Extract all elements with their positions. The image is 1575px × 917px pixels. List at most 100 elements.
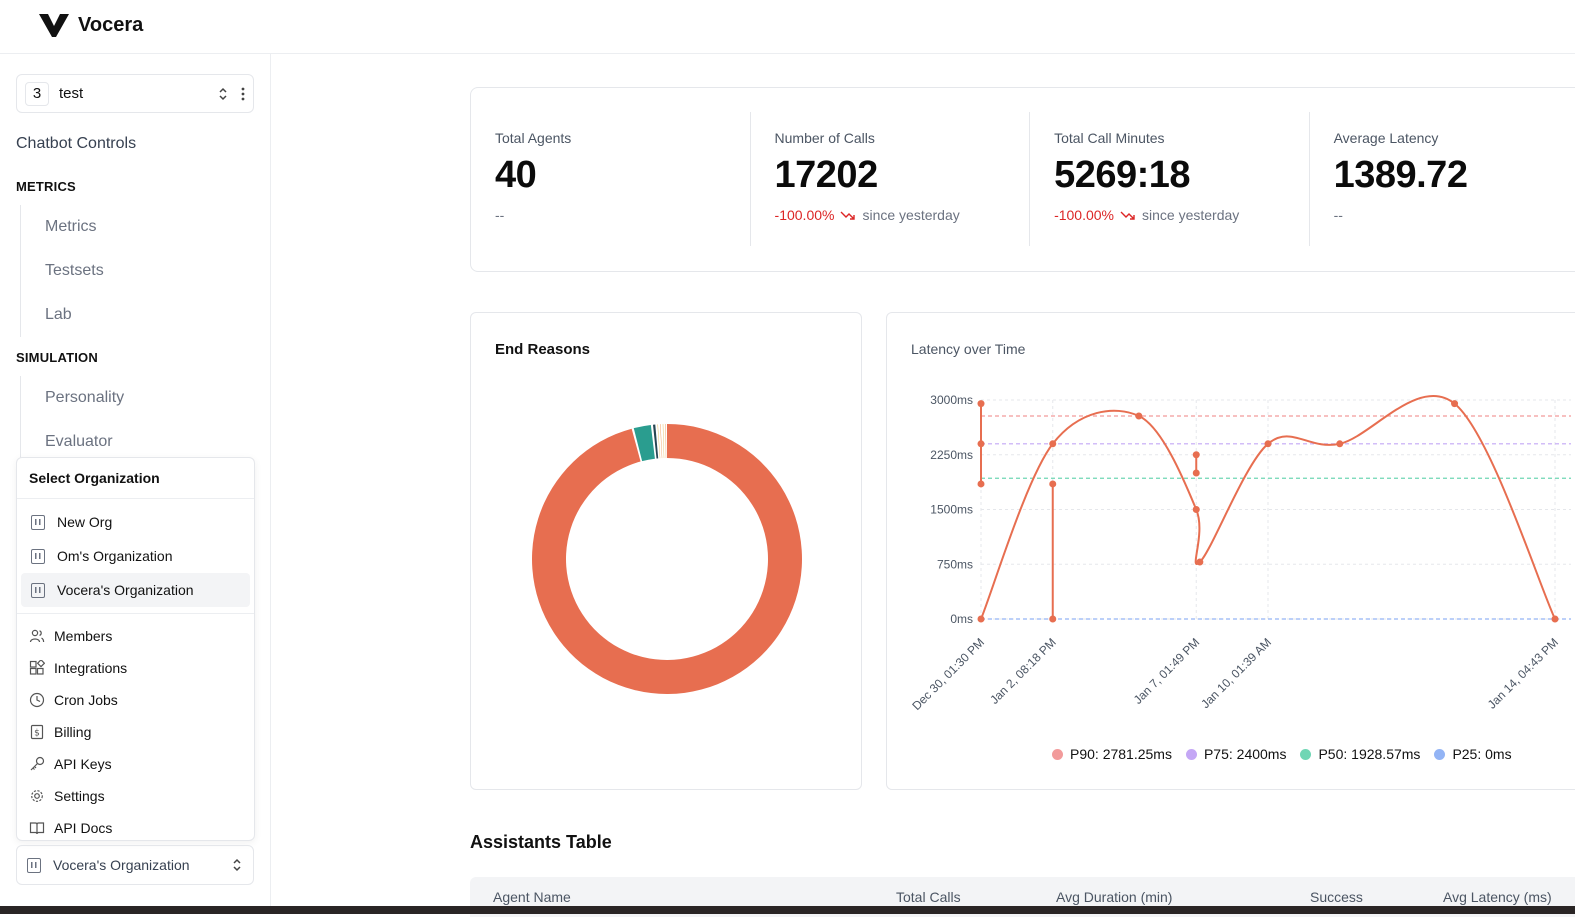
legend-item-p75[interactable]: P75: 2400ms	[1185, 746, 1286, 762]
donut-slice[interactable]	[665, 424, 667, 459]
building-icon	[31, 514, 45, 530]
organization-menu-title: Select Organization	[17, 458, 254, 499]
org-item-label: Vocera's Organization	[57, 582, 194, 598]
logo[interactable]: Vocera	[38, 12, 143, 38]
x-tick-label: Jan 14, 04:43 PM	[1485, 635, 1561, 711]
donut-slice[interactable]	[660, 424, 663, 459]
data-point[interactable]	[1135, 412, 1143, 420]
menu-item-label: Cron Jobs	[54, 692, 118, 708]
menu-item-label: API Keys	[54, 756, 112, 772]
data-point[interactable]	[1049, 615, 1057, 623]
sidebar-item-personality[interactable]: Personality	[45, 389, 125, 406]
latency-line-chart[interactable]: 0ms 750ms 1500ms 2250ms 3000ms Dec 30, 01:30 …	[887, 380, 1575, 720]
menu-item-api-keys[interactable]: API Keys	[21, 748, 250, 780]
stat-label: Total Call Minutes	[1054, 130, 1165, 146]
end-reasons-donut-chart[interactable]	[471, 313, 861, 789]
donut-slice[interactable]	[652, 424, 659, 459]
building-icon	[31, 582, 45, 598]
stat-sub-text: since yesterday	[1142, 207, 1240, 223]
stat-sub: -100.00% since yesterday	[775, 207, 1030, 223]
organization-list: New Org Om's Organization Vocera's Organ…	[17, 499, 254, 614]
donut-slice[interactable]	[662, 424, 665, 459]
menu-item-label: Members	[54, 628, 113, 644]
menu-item-api-docs[interactable]: API Docs	[21, 812, 250, 844]
data-point[interactable]	[977, 440, 985, 448]
sidebar-item-metrics[interactable]: Metrics	[45, 218, 97, 235]
x-tick-label: Jan 7, 01:49 PM	[1131, 635, 1203, 707]
billing-receipt-icon: $	[30, 724, 44, 740]
project-selector[interactable]: 3 test	[16, 74, 254, 113]
chevron-up-down-icon[interactable]	[217, 86, 229, 102]
menu-item-settings[interactable]: Settings	[21, 780, 250, 812]
stat-sub-text: since yesterday	[862, 207, 960, 223]
stat-value: 40	[495, 154, 537, 196]
stat-sub: -100.00% since yesterday	[1054, 207, 1309, 223]
data-point[interactable]	[1196, 558, 1204, 566]
users-icon	[29, 629, 45, 643]
chatbot-controls-link[interactable]: Chatbot Controls	[16, 135, 137, 152]
stat-value: 1389.72	[1333, 154, 1468, 196]
organization-actions: Members Integrations Cron Jobs $ Billing…	[17, 614, 254, 850]
legend-item-p90[interactable]: P90: 2781.25ms	[1052, 746, 1172, 762]
y-tick-label: 3000ms	[930, 393, 973, 407]
simulation-section-heading: SIMULATION	[16, 350, 98, 365]
series-line-latency	[980, 395, 1556, 620]
data-point[interactable]	[1264, 440, 1272, 448]
legend-label: P25: 0ms	[1452, 746, 1512, 762]
organization-selector[interactable]: Vocera's Organization	[16, 845, 254, 885]
sidebar: 3 test Chatbot Controls METRICS Metrics …	[0, 54, 271, 906]
stat-sub-text: --	[495, 207, 505, 223]
menu-item-integrations[interactable]: Integrations	[21, 652, 250, 684]
sidebar-item-testsets[interactable]: Testsets	[45, 262, 104, 279]
data-point[interactable]	[1336, 440, 1344, 448]
column-header-success[interactable]: Success	[1310, 889, 1363, 905]
trending-down-icon	[1120, 211, 1135, 220]
legend-item-p25[interactable]: P25: 0ms	[1434, 746, 1512, 762]
data-point[interactable]	[1192, 506, 1200, 513]
org-item-voceras-organization[interactable]: Vocera's Organization	[21, 573, 250, 607]
latency-legend: P90: 2781.25ms P75: 2400ms P50: 1928.57m…	[1052, 746, 1512, 762]
org-item-label: Om's Organization	[57, 548, 173, 564]
sidebar-item-lab[interactable]: Lab	[45, 306, 72, 323]
gear-icon	[31, 790, 43, 802]
column-header-agent-name[interactable]: Agent Name	[493, 889, 571, 905]
donut-slice[interactable]	[657, 424, 661, 459]
data-point[interactable]	[1451, 400, 1459, 408]
simulation-nav-group: Personality Evaluator	[20, 376, 250, 464]
sidebar-item-evaluator[interactable]: Evaluator	[45, 433, 113, 450]
column-header-total-calls[interactable]: Total Calls	[896, 889, 961, 905]
org-item-oms-organization[interactable]: Om's Organization	[21, 539, 250, 573]
menu-item-members[interactable]: Members	[21, 620, 250, 652]
organization-selector-label: Vocera's Organization	[53, 857, 190, 873]
menu-item-cron-jobs[interactable]: Cron Jobs	[21, 684, 250, 716]
data-point[interactable]	[1049, 440, 1057, 448]
data-point[interactable]	[1049, 480, 1057, 488]
stat-change: -100.00%	[774, 207, 835, 223]
donut-slice[interactable]	[532, 424, 802, 694]
metrics-section-heading: METRICS	[16, 179, 76, 194]
key-icon	[30, 756, 45, 771]
column-header-avg-latency[interactable]: Avg Latency (ms)	[1443, 889, 1552, 905]
donut-slice[interactable]	[633, 424, 655, 462]
menu-item-label: Integrations	[54, 660, 128, 676]
y-tick-label: 1500ms	[930, 503, 973, 517]
legend-dot	[1185, 748, 1197, 760]
legend-item-p50[interactable]: P50: 1928.57ms	[1300, 746, 1420, 762]
data-point[interactable]	[1192, 469, 1200, 477]
menu-item-label: Billing	[54, 724, 92, 740]
data-point[interactable]	[977, 615, 985, 623]
more-vertical-icon[interactable]	[241, 86, 245, 102]
end-reasons-title: End Reasons	[495, 341, 591, 358]
data-point[interactable]	[1192, 451, 1200, 459]
menu-item-billing[interactable]: $ Billing	[21, 716, 250, 748]
column-header-avg-duration[interactable]: Avg Duration (min)	[1056, 889, 1173, 905]
end-reasons-card: End Reasons	[470, 312, 862, 790]
building-icon	[27, 857, 41, 873]
data-point[interactable]	[977, 480, 985, 488]
data-point[interactable]	[1551, 615, 1559, 623]
x-tick-label: Dec 30, 01:30 PM	[909, 635, 987, 713]
org-item-new-org[interactable]: New Org	[21, 505, 250, 539]
data-point[interactable]	[977, 400, 985, 408]
stat-value: 17202	[774, 154, 879, 196]
project-number: 3	[25, 81, 49, 106]
